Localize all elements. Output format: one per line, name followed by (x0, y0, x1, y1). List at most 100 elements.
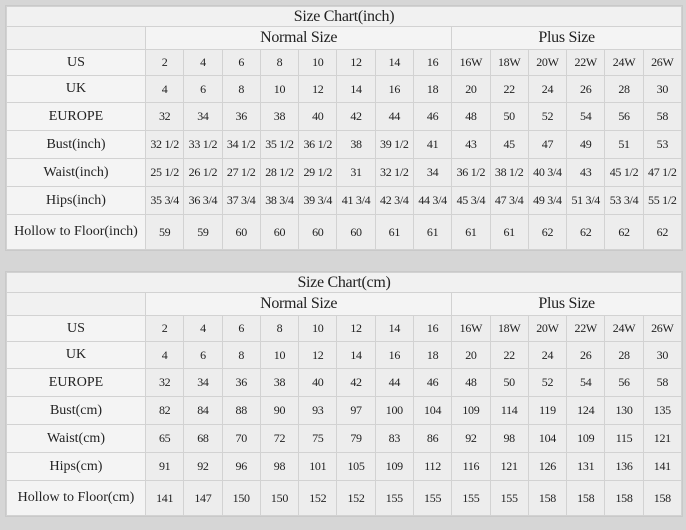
size-cell: 8 (221, 341, 261, 369)
size-cell: 60 (298, 214, 338, 250)
size-cell: 31 (336, 158, 376, 187)
size-cell: 36 3/4 (183, 186, 223, 215)
size-cell: 22W (566, 49, 606, 76)
size-cell: 34 (412, 158, 453, 187)
size-cell: 12 (336, 49, 376, 76)
size-cell: 82 (144, 396, 185, 425)
size-cell: 158 (527, 480, 568, 516)
size-cell: 56 (604, 102, 644, 131)
size-cell: 104 (412, 396, 453, 425)
size-cell: 86 (412, 424, 453, 453)
row-label: Bust(inch) (6, 130, 146, 159)
size-cell: 24 (527, 341, 568, 369)
size-cell: 32 1/2 (144, 130, 185, 159)
size-cell: 46 (412, 102, 453, 131)
size-cell: 116 (451, 452, 491, 481)
size-cell: 68 (183, 424, 223, 453)
size-cell: 60 (221, 214, 261, 250)
size-cell: 40 3/4 (527, 158, 568, 187)
table-row: US 2 4 6 8 10 12 14 16 16W 18W 20W 22W 24W 26W (6, 49, 683, 76)
size-cell: 33 1/2 (183, 130, 223, 159)
size-cell: 32 1/2 (374, 158, 414, 187)
size-cell: 51 3/4 (566, 186, 606, 215)
size-cell: 45 1/2 (604, 158, 644, 187)
table-row: Hollow to Floor(inch) 59 59 60 60 60 60 61 61 61 6… (6, 214, 683, 250)
table-row: Waist(inch) 25 1/2 26 1/2 27 1/2 28 1/2 29 1/… (6, 158, 683, 187)
size-cell: 2 (144, 49, 185, 76)
size-cell: 40 (298, 368, 338, 397)
size-cell: 98 (489, 424, 529, 453)
size-cell: 36 (221, 368, 261, 397)
size-cell: 12 (298, 341, 338, 369)
size-cell: 44 3/4 (412, 186, 453, 215)
row-label: Hollow to Floor(inch) (6, 214, 146, 250)
size-cell: 10 (298, 315, 338, 342)
row-label: Waist(inch) (6, 158, 146, 187)
size-cell: 44 (374, 368, 414, 397)
size-cell: 8 (259, 315, 300, 342)
size-cell: 47 3/4 (489, 186, 529, 215)
size-cell: 62 (527, 214, 568, 250)
size-cell: 42 (336, 368, 376, 397)
size-cell: 20 (451, 75, 491, 103)
size-cell: 25 1/2 (144, 158, 185, 187)
size-cell: 91 (144, 452, 185, 481)
size-cell: 141 (642, 452, 683, 481)
size-cell: 101 (298, 452, 338, 481)
size-cell: 32 (144, 368, 185, 397)
size-cell: 14 (336, 341, 376, 369)
size-cell: 62 (642, 214, 683, 250)
size-cell: 152 (298, 480, 338, 516)
size-cell: 26W (642, 49, 683, 76)
size-cell: 43 (566, 158, 606, 187)
size-cell: 56 (604, 368, 644, 397)
size-cell: 58 (642, 102, 683, 131)
table-row: Waist(cm) 65 68 70 72 75 79 83 86 92 98 104 109 115 12… (6, 424, 683, 453)
size-cell: 53 (642, 130, 683, 159)
size-cell: 96 (221, 452, 261, 481)
size-cell: 62 (604, 214, 644, 250)
size-cell: 4 (144, 341, 185, 369)
table-row: UK 4 6 8 10 12 14 16 18 20 22 24 26 28 30 (6, 341, 683, 369)
size-cell: 4 (183, 315, 223, 342)
blank-cell (6, 292, 146, 316)
size-cell: 59 (183, 214, 223, 250)
size-cell: 8 (221, 75, 261, 103)
row-label: US (6, 49, 146, 76)
size-cell: 55 1/2 (642, 186, 683, 215)
size-cell: 14 (336, 75, 376, 103)
row-label: Hollow to Floor(cm) (6, 480, 146, 516)
size-cell: 36 1/2 (451, 158, 491, 187)
size-cell: 50 (489, 102, 529, 131)
size-cell: 92 (451, 424, 491, 453)
table-row: Bust(inch) 32 1/2 33 1/2 34 1/2 35 1/2 36 1/2… (6, 130, 683, 159)
size-cell: 6 (183, 341, 223, 369)
size-cell: 38 (336, 130, 376, 159)
size-cell: 16W (451, 49, 491, 76)
size-cell: 93 (298, 396, 338, 425)
size-cell: 22 (489, 341, 529, 369)
size-cell: 121 (489, 452, 529, 481)
size-chart-cm: Size Chart(cm) Normal Size Plus Size US 2 4 6 8… (5, 271, 683, 517)
plus-size-header: Plus Size (451, 292, 682, 316)
size-cell: 26W (642, 315, 683, 342)
size-cell: 50 (489, 368, 529, 397)
size-cell: 49 3/4 (527, 186, 568, 215)
size-cell: 112 (412, 452, 453, 481)
size-cell: 16 (374, 341, 414, 369)
size-table: Size Chart(inch) Normal Size Plus Size US 2 4… (6, 6, 683, 250)
table-row: EUROPE 32 34 36 38 40 42 44 46 48 50 52 54 56 58 (6, 368, 683, 397)
size-cell: 152 (336, 480, 376, 516)
size-table: Size Chart(cm) Normal Size Plus Size US 2 4 6 8… (6, 272, 683, 516)
size-cell: 24W (604, 49, 644, 76)
size-cell: 79 (336, 424, 376, 453)
size-cell: 6 (183, 75, 223, 103)
size-cell: 90 (259, 396, 300, 425)
size-cell: 49 (566, 130, 606, 159)
size-cell: 14 (374, 315, 414, 342)
size-cell: 51 (604, 130, 644, 159)
size-cell: 28 (604, 75, 644, 103)
size-cell: 34 1/2 (221, 130, 261, 159)
size-cell: 60 (336, 214, 376, 250)
row-label: UK (6, 341, 146, 369)
